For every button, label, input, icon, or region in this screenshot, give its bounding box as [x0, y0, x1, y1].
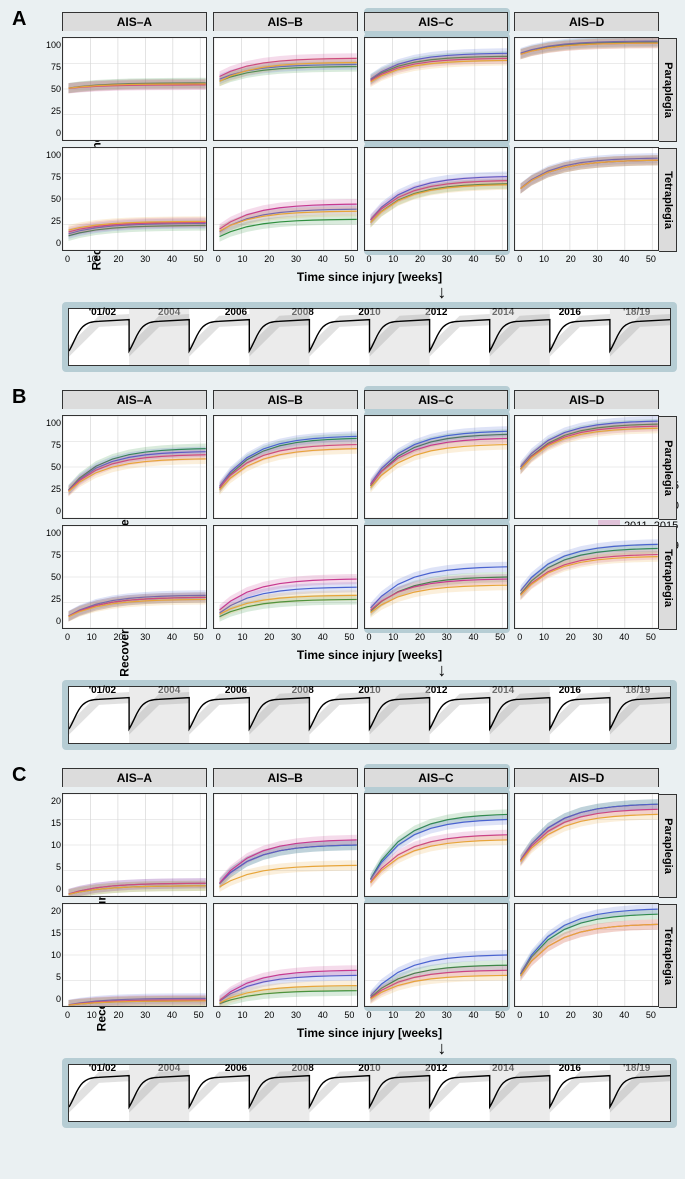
- x-ticks: 01020304050: [214, 1010, 357, 1020]
- x-ticks: 01020304050: [214, 254, 357, 264]
- panel: 2015105001020304050: [62, 903, 207, 1007]
- x-ticks: 01020304050: [365, 632, 508, 642]
- x-ticks: 01020304050: [63, 632, 206, 642]
- row-header: Paraplegia: [659, 794, 677, 898]
- panel: [364, 793, 509, 897]
- timeline-wrap: '01/022004200620082010201220142016'18/19: [62, 302, 677, 372]
- column-header: AIS–B: [213, 12, 358, 31]
- timeline-wrap: '01/022004200620082010201220142016'18/19: [62, 680, 677, 750]
- row-header: Paraplegia: [659, 38, 677, 142]
- y-ticks: 1007550250: [35, 148, 61, 250]
- x-axis-label: Time since injury [weeks]: [62, 648, 677, 662]
- row-header: Tetraplegia: [659, 148, 677, 252]
- x-ticks: 01020304050: [63, 1010, 206, 1020]
- timeline: '01/022004200620082010201220142016'18/19: [68, 308, 671, 366]
- panel: [213, 37, 358, 141]
- section-C: CRecovery of walking functionAIS–AAIS–BA…: [8, 768, 677, 1128]
- column-header: AIS–A: [62, 768, 207, 787]
- section-label: A: [12, 8, 26, 31]
- x-ticks: 01020304050: [515, 254, 658, 264]
- y-ticks: 20151050: [35, 794, 61, 896]
- panel: [364, 37, 509, 141]
- x-axis-label: Time since injury [weeks]: [62, 1026, 677, 1040]
- column-header: AIS–D: [514, 12, 659, 31]
- panel: 01020304050: [213, 147, 358, 251]
- panel: 01020304050: [364, 525, 509, 629]
- panel: 100755025001020304050: [62, 147, 207, 251]
- x-ticks: 01020304050: [365, 254, 508, 264]
- section-B: BRecovery of functional independenceAIS–…: [8, 390, 677, 750]
- panel: 01020304050: [514, 147, 659, 251]
- panel: 100755025001020304050: [62, 525, 207, 629]
- column-header: AIS–A: [62, 390, 207, 409]
- panel: 01020304050: [213, 903, 358, 1007]
- figure: 2001–20052006–20102011–20152016–2019 ARe…: [8, 12, 677, 1128]
- column-header: AIS–A: [62, 12, 207, 31]
- column-header: AIS–D: [514, 390, 659, 409]
- column-header: AIS–C: [364, 768, 509, 787]
- x-ticks: 01020304050: [214, 632, 357, 642]
- y-ticks: 1007550250: [35, 526, 61, 628]
- panel: 1007550250: [62, 415, 207, 519]
- column-header: AIS–C: [364, 12, 509, 31]
- panel: [364, 415, 509, 519]
- row-header: Paraplegia: [659, 416, 677, 520]
- panel: [213, 793, 358, 897]
- row-header: Tetraplegia: [659, 904, 677, 1008]
- panel: 01020304050: [364, 903, 509, 1007]
- panel: 1007550250: [62, 37, 207, 141]
- x-ticks: 01020304050: [515, 632, 658, 642]
- timeline: '01/022004200620082010201220142016'18/19: [68, 686, 671, 744]
- panel: [514, 415, 659, 519]
- column-header: AIS–D: [514, 768, 659, 787]
- x-ticks: 01020304050: [365, 1010, 508, 1020]
- timeline-wrap: '01/022004200620082010201220142016'18/19: [62, 1058, 677, 1128]
- panel: 20151050: [62, 793, 207, 897]
- column-header: AIS–B: [213, 390, 358, 409]
- column-header: AIS–B: [213, 768, 358, 787]
- panel: [514, 37, 659, 141]
- x-ticks: 01020304050: [515, 1010, 658, 1020]
- row-header: Tetraplegia: [659, 526, 677, 630]
- y-ticks: 1007550250: [35, 416, 61, 518]
- column-header: AIS–C: [364, 390, 509, 409]
- panel: 01020304050: [514, 525, 659, 629]
- panel: [213, 415, 358, 519]
- y-ticks: 20151050: [35, 904, 61, 1006]
- y-ticks: 1007550250: [35, 38, 61, 140]
- section-label: B: [12, 386, 26, 409]
- panel: 01020304050: [213, 525, 358, 629]
- panel: 01020304050: [514, 903, 659, 1007]
- timeline: '01/022004200620082010201220142016'18/19: [68, 1064, 671, 1122]
- x-ticks: 01020304050: [63, 254, 206, 264]
- section-label: C: [12, 764, 26, 787]
- panel: 01020304050: [364, 147, 509, 251]
- x-axis-label: Time since injury [weeks]: [62, 270, 677, 284]
- panel: [514, 793, 659, 897]
- section-A: ARecovery of motor functionAIS–AAIS–BAIS…: [8, 12, 677, 372]
